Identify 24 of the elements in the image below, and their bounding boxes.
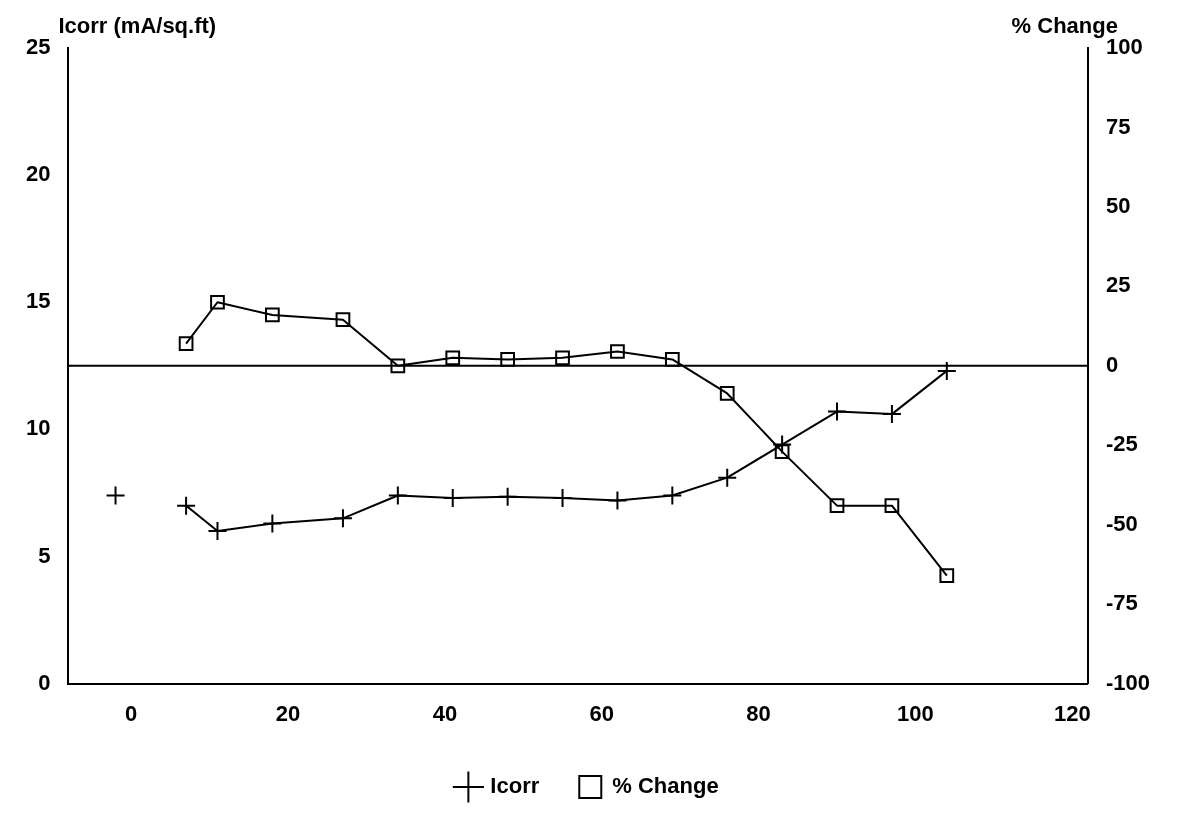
y-tick-label: 10 — [25, 415, 51, 441]
legend-label: Icorr — [490, 773, 540, 799]
y2-tick-label: 50 — [1105, 192, 1131, 218]
y2-tick-label: -50 — [1105, 510, 1138, 536]
x-tick-label: 40 — [432, 700, 458, 726]
y-tick-label: 15 — [25, 288, 51, 314]
y2-tick-label: -25 — [1105, 431, 1138, 457]
y-tick-label: 5 — [38, 542, 51, 568]
y-tick-label: 0 — [38, 669, 51, 695]
x-tick-label: 80 — [746, 700, 771, 726]
x-tick-label: 20 — [275, 700, 301, 726]
y2-tick-label: 0 — [1105, 351, 1119, 377]
y-tick-label: 25 — [25, 34, 51, 60]
y2-tick-label: -100 — [1105, 669, 1151, 695]
y2-tick-label: 75 — [1105, 113, 1131, 139]
y-tick-label: 20 — [25, 161, 51, 187]
x-tick-label: 60 — [589, 700, 614, 726]
legend-label: % Change — [612, 773, 719, 799]
x-tick-label: 100 — [897, 700, 934, 726]
x-tick-label: 0 — [125, 700, 138, 726]
y-axis-title: Icorr (mA/sq.ft) — [58, 13, 217, 39]
y2-tick-label: -75 — [1105, 590, 1138, 616]
x-tick-label: 120 — [1053, 700, 1091, 726]
y2-tick-label: 25 — [1105, 272, 1131, 298]
